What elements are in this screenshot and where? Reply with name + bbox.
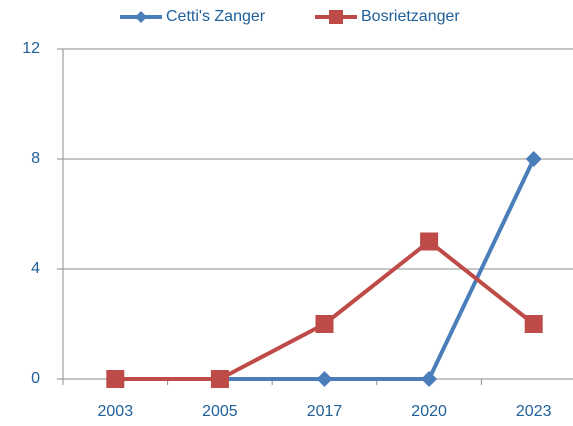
marker	[525, 151, 542, 167]
x-tick-label: 2017	[307, 403, 343, 420]
marker	[210, 370, 229, 388]
marker	[421, 371, 438, 387]
legend-marker	[329, 10, 343, 24]
y-tick-label: 8	[31, 150, 40, 167]
legend-label: Cetti's Zanger	[166, 8, 266, 25]
x-tick-label: 2020	[411, 403, 447, 420]
x-tick-label: 2005	[202, 403, 238, 420]
x-tick-label: 2003	[98, 403, 134, 420]
marker	[315, 315, 334, 333]
y-tick-label: 4	[31, 260, 40, 277]
y-tick-label: 12	[22, 40, 40, 57]
line	[115, 239, 535, 381]
marker	[524, 315, 543, 333]
marker	[420, 232, 439, 251]
marker	[316, 371, 333, 387]
marker	[106, 370, 125, 388]
legend-marker	[135, 11, 147, 23]
legend-label: Bosrietzanger	[361, 8, 460, 25]
y-tick-label: 0	[31, 370, 40, 387]
x-tick-label: 2023	[516, 403, 552, 420]
